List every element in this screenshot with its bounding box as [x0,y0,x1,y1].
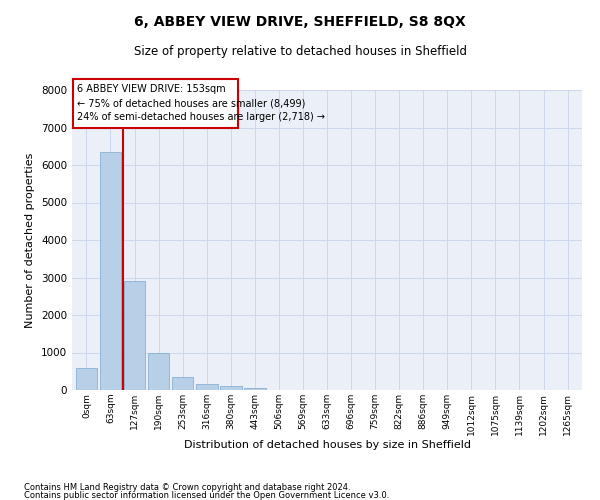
Text: Size of property relative to detached houses in Sheffield: Size of property relative to detached ho… [133,45,467,58]
Bar [172,376,193,390]
FancyBboxPatch shape [73,78,238,128]
Bar [100,152,121,390]
Bar [148,353,169,390]
Text: Contains HM Land Registry data © Crown copyright and database right 2024.: Contains HM Land Registry data © Crown c… [24,484,350,492]
Text: 6, ABBEY VIEW DRIVE, SHEFFIELD, S8 8QX: 6, ABBEY VIEW DRIVE, SHEFFIELD, S8 8QX [134,15,466,29]
Bar [220,386,242,390]
Bar [244,388,266,390]
Text: Contains public sector information licensed under the Open Government Licence v3: Contains public sector information licen… [24,490,389,500]
Bar [196,384,218,390]
Text: 24% of semi-detached houses are larger (2,718) →: 24% of semi-detached houses are larger (… [77,112,325,122]
Text: 6 ABBEY VIEW DRIVE: 153sqm: 6 ABBEY VIEW DRIVE: 153sqm [77,84,226,94]
Y-axis label: Number of detached properties: Number of detached properties [25,152,35,328]
Text: ← 75% of detached houses are smaller (8,499): ← 75% of detached houses are smaller (8,… [77,98,305,108]
Bar [124,280,145,390]
Bar [76,368,97,390]
X-axis label: Distribution of detached houses by size in Sheffield: Distribution of detached houses by size … [184,440,470,450]
